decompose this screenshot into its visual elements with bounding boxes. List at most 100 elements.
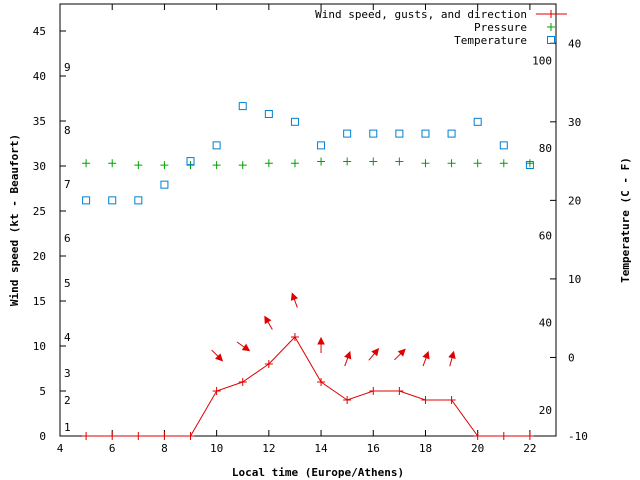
wind-direction-arrow	[290, 292, 299, 308]
y-right-tick-label: 0	[568, 351, 575, 364]
wind-speed-point	[186, 432, 195, 440]
y-right-tick-label: 40	[568, 37, 581, 50]
wind-speed-point	[473, 432, 482, 440]
legend: Wind speed, gusts, and directionPressure…	[315, 8, 567, 47]
y-right-tick-label: 30	[568, 116, 581, 129]
wind-arrow-head	[214, 353, 224, 362]
pressure-point	[421, 159, 430, 168]
wind-direction-arrow	[344, 350, 352, 367]
x-tick-label: 10	[210, 442, 223, 455]
x-tick-label: 20	[471, 442, 484, 455]
wind-speed-point	[212, 387, 221, 395]
plot-area	[59, 3, 557, 437]
y-left-tick-label: 25	[33, 205, 46, 218]
beaufort-label: 2	[64, 394, 71, 407]
beaufort-label: 5	[64, 277, 71, 290]
wind-arrow-head	[422, 350, 430, 360]
wind-speed-point	[421, 396, 430, 404]
temperature-point	[369, 129, 378, 138]
wind-speed-point	[108, 432, 117, 440]
temperature-point	[525, 161, 534, 170]
wind-speed-point	[369, 387, 378, 395]
temperature-point	[108, 196, 117, 205]
wind-arrow-head	[397, 348, 406, 357]
beaufort-label: 6	[64, 232, 71, 245]
temperature-point	[290, 117, 299, 126]
pressure-point	[525, 159, 534, 168]
wind-speed-point	[317, 378, 326, 386]
wind-direction-arrow	[264, 315, 273, 330]
beaufort-label: 7	[64, 178, 71, 191]
fahrenheit-label: 60	[539, 229, 552, 242]
y-left-tick-label: 20	[33, 250, 46, 263]
x-tick-label: 4	[57, 442, 64, 455]
fahrenheit-label: 80	[539, 142, 552, 155]
legend-marker	[547, 10, 555, 18]
legend-label: Pressure	[474, 21, 527, 34]
pressure-point	[160, 161, 169, 170]
wind-speed-point	[343, 396, 352, 404]
y-left-tick-label: 35	[33, 115, 46, 128]
wind-direction-arrow	[448, 350, 456, 367]
wind-speed-point	[134, 432, 143, 440]
wind-speed-point	[290, 333, 299, 341]
wind-direction-arrow	[422, 350, 430, 367]
x-tick-label: 8	[161, 442, 168, 455]
fahrenheit-label: 100	[532, 55, 552, 68]
temperature-point	[395, 129, 404, 138]
ticks-layer	[59, 4, 556, 437]
temperature-point	[447, 129, 456, 138]
y-axis-label-left: Wind speed (kt - Beaufort)	[8, 134, 21, 306]
legend-label: Wind speed, gusts, and direction	[315, 8, 527, 21]
y-right-tick-label: 10	[568, 273, 581, 286]
legend-marker	[547, 36, 555, 44]
pressure-point	[82, 159, 91, 168]
temperature-point	[238, 102, 247, 111]
temperature-point	[160, 180, 169, 189]
x-tick-label: 14	[314, 442, 328, 455]
wind-arrow-head	[241, 343, 251, 352]
fahrenheit-label: 40	[539, 317, 552, 330]
wind-direction-arrow	[211, 349, 224, 362]
pressure-point	[134, 161, 143, 170]
wind-speed-point	[447, 396, 456, 404]
y-left-tick-label: 10	[33, 340, 46, 353]
pressure-point	[473, 159, 482, 168]
x-axis-label: Local time (Europe/Athens)	[232, 466, 404, 479]
wind-arrow-head	[448, 350, 456, 360]
series-layer	[82, 102, 534, 440]
pressure-point	[290, 159, 299, 168]
pressure-point	[186, 161, 195, 170]
y-right-tick-label: -10	[568, 430, 588, 443]
pressure-point	[499, 159, 508, 168]
wind-arrow-head	[290, 292, 299, 301]
wind-speed-point	[160, 432, 169, 440]
wind-arrow-head	[371, 348, 380, 357]
temperature-point	[421, 129, 430, 138]
wind-speed-line	[86, 336, 530, 437]
x-tick-label: 22	[523, 442, 536, 455]
y-left-tick-label: 5	[39, 385, 46, 398]
beaufort-label: 3	[64, 367, 71, 380]
x-tick-label: 12	[262, 442, 275, 455]
pressure-point	[108, 159, 117, 168]
wind-speed-point	[395, 387, 404, 395]
pressure-point	[317, 157, 326, 166]
pressure-point	[264, 159, 273, 168]
x-tick-label: 18	[419, 442, 432, 455]
temperature-point	[82, 196, 91, 205]
y-left-tick-label: 15	[33, 295, 46, 308]
y-left-tick-label: 40	[33, 70, 46, 83]
temperature-point	[499, 141, 508, 150]
wind-speed-point	[499, 432, 508, 440]
legend-marker	[547, 23, 555, 31]
labels-layer: 4 6 8 10 12 14 16 18 20 22051015202530354045-1001…	[33, 25, 588, 455]
temperature-point	[264, 109, 273, 118]
wind-arrow-head	[264, 315, 272, 325]
temperature-point	[186, 157, 195, 166]
pressure-point	[212, 161, 221, 170]
y-left-tick-label: 0	[39, 430, 46, 443]
pressure-point	[369, 157, 378, 166]
